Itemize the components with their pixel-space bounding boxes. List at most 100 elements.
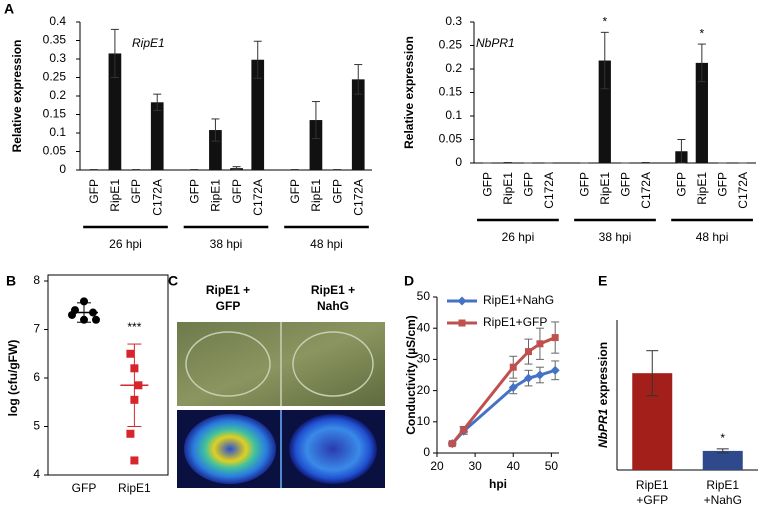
- panel-label: B: [6, 273, 16, 289]
- marker: [68, 310, 76, 319]
- x-tick-label: RipE1: [118, 481, 151, 495]
- image-label: NahG: [317, 299, 349, 313]
- error-bar: [311, 101, 320, 140]
- panel-label: E: [598, 273, 607, 289]
- y-axis-label: Relative expression: [402, 36, 416, 149]
- significance: *: [602, 15, 607, 29]
- y-tick-label: 0.2: [445, 61, 462, 75]
- y-tick-label: 0.1: [445, 108, 462, 122]
- x-tick-label: RipE1: [209, 179, 223, 212]
- y-tick-label: 7: [33, 322, 40, 336]
- panel-label: C: [168, 273, 178, 289]
- legend-label: RipE1+GFP: [483, 315, 547, 329]
- bar: [150, 102, 164, 170]
- group-label: 48 hpi: [696, 230, 729, 244]
- y-tick-label: 0.05: [43, 144, 67, 158]
- marker: [460, 426, 468, 434]
- x-tick-label: RipE1: [501, 172, 515, 205]
- y-tick-label: 0.4: [49, 14, 66, 28]
- x-tick-label: 30: [468, 459, 482, 473]
- error-bar: [697, 43, 706, 83]
- infiltration-outline: [185, 331, 271, 397]
- plot-frame: [47, 274, 169, 476]
- y-axis-label: Conductivity (µS/cm): [404, 315, 418, 435]
- error-bar: [253, 40, 262, 79]
- y-tick-label: 10: [417, 414, 431, 428]
- y-tick-label: 0.15: [439, 85, 463, 99]
- marker: [130, 395, 139, 404]
- x-tick-label: RipE1: [108, 179, 122, 212]
- panel-label: D: [404, 273, 414, 289]
- significance: *: [700, 26, 705, 40]
- error-bar: [716, 448, 729, 454]
- y-label-text: expression: [596, 342, 610, 405]
- error-bar: [153, 93, 162, 111]
- marker: [535, 370, 545, 380]
- y-tick-label: 30: [417, 352, 431, 366]
- bar: [251, 59, 265, 170]
- marker: [550, 365, 560, 375]
- x-tick-label: GFP: [618, 172, 632, 197]
- x-tick-label: GFP: [288, 179, 302, 204]
- marker: [536, 340, 544, 348]
- x-tick-label: +GFP: [636, 493, 668, 507]
- error-bar: [211, 118, 220, 142]
- x-tick-label: GFP: [330, 179, 344, 204]
- error-bar: [646, 350, 659, 397]
- y-axis-label: NbPR1 expression: [596, 342, 610, 448]
- bar: [598, 60, 611, 163]
- marker: [134, 381, 143, 390]
- fluorescence-spot: [184, 414, 276, 484]
- legend-label: RipE1+NahG: [483, 293, 554, 307]
- group-label: 48 hpi: [310, 237, 343, 251]
- bar: [108, 53, 122, 171]
- x-tick-label: C172A: [251, 179, 265, 216]
- x-tick-label: RipE1: [636, 478, 669, 492]
- marker: [130, 456, 139, 465]
- marker: [458, 319, 466, 327]
- y-tick-label: 0.1: [49, 125, 66, 139]
- x-tick-label: +NahG: [704, 493, 742, 507]
- y-tick-label: 4: [33, 467, 40, 481]
- y-axis-label: Relative expression: [10, 40, 24, 153]
- marker: [457, 296, 467, 306]
- x-tick-label: 50: [545, 459, 559, 473]
- x-tick-label: RipE1: [706, 478, 739, 492]
- image-label: RipE1 +: [206, 283, 250, 297]
- y-tick-label: 0.15: [43, 107, 67, 121]
- y-tick-label: 20: [417, 383, 431, 397]
- x-tick-label: RipE1: [309, 179, 323, 212]
- marker: [126, 429, 135, 438]
- y-tick-label: 0.25: [43, 70, 67, 84]
- infiltration-outline: [292, 331, 374, 397]
- x-tick-label: C172A: [351, 179, 365, 216]
- x-tick-label: C172A: [542, 172, 556, 209]
- x-tick-label: C172A: [736, 172, 750, 209]
- x-axis-label: hpi: [489, 477, 507, 491]
- x-tick-label: GFP: [187, 179, 201, 204]
- y-tick-label: 0: [455, 155, 462, 169]
- chart-title: NbPR1: [476, 36, 515, 50]
- error-bar: [232, 166, 241, 171]
- x-tick-label: GFP: [675, 172, 689, 197]
- x-tick-label: RipE1: [598, 172, 612, 205]
- significance: *: [720, 431, 725, 445]
- marker: [80, 297, 88, 306]
- x-tick-label: GFP: [578, 172, 592, 197]
- marker: [524, 373, 533, 383]
- chart-title: RipE1: [132, 36, 165, 50]
- marker: [508, 382, 518, 392]
- bar: [209, 130, 222, 170]
- y-axis-label: log (cfu/gFW): [6, 340, 20, 417]
- marker: [525, 348, 532, 356]
- x-tick-label: GFP: [72, 481, 97, 495]
- x-tick-label: 20: [430, 459, 444, 473]
- y-tick-label: 50: [417, 289, 431, 303]
- bar: [702, 450, 743, 470]
- bar: [695, 62, 708, 163]
- group-label: 38 hpi: [599, 230, 632, 244]
- marker: [89, 308, 97, 317]
- y-tick-label: 40: [417, 320, 431, 334]
- error-bar: [677, 139, 686, 164]
